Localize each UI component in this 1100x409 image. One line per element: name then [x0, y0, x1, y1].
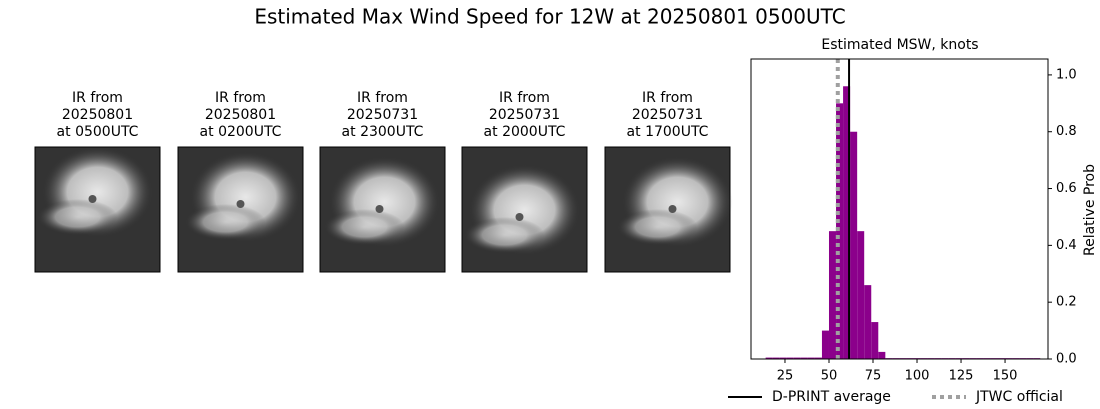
bar	[864, 285, 872, 359]
bar	[821, 330, 829, 359]
bar	[786, 357, 794, 359]
image-caption: 20250801	[205, 107, 276, 123]
bar	[814, 357, 822, 359]
ir-image	[34, 146, 161, 273]
bar	[850, 131, 858, 359]
bar	[779, 357, 787, 359]
eye	[375, 205, 384, 213]
image-caption: IR from	[499, 90, 550, 106]
ir-image	[177, 146, 304, 273]
image-caption: at 2300UTC	[342, 124, 424, 140]
y-tick-label: 0.0	[1056, 352, 1077, 367]
cloud	[185, 204, 266, 240]
cloud	[617, 209, 698, 245]
y-axis-label: Relative Prob	[1082, 164, 1098, 256]
bar	[843, 86, 851, 359]
x-tick-label: 125	[949, 369, 974, 384]
image-caption: 20250731	[489, 107, 560, 123]
image-caption: at 0500UTC	[57, 124, 139, 140]
bar	[793, 357, 801, 359]
eye	[236, 200, 245, 208]
eye	[88, 195, 97, 203]
bar	[871, 322, 879, 359]
image-caption: at 2000UTC	[484, 124, 566, 140]
image-caption: 20250731	[347, 107, 418, 123]
x-tick-label: 150	[993, 369, 1018, 384]
y-tick-label: 0.4	[1056, 238, 1077, 253]
bar	[800, 357, 808, 359]
cloud	[324, 209, 405, 245]
image-caption: at 1700UTC	[627, 124, 709, 140]
image-caption: 20250731	[632, 107, 703, 123]
eye	[668, 205, 677, 213]
image-caption: at 0200UTC	[200, 124, 282, 140]
legend-label: JTWC official	[975, 389, 1063, 405]
ir-image	[604, 146, 733, 273]
y-tick-label: 0.2	[1056, 295, 1077, 310]
cloud	[464, 217, 545, 253]
image-caption: 20250801	[62, 107, 133, 123]
y-tick-label: 0.8	[1056, 124, 1077, 139]
ir-image	[319, 146, 446, 273]
bar	[765, 357, 773, 359]
image-caption: IR from	[72, 90, 123, 106]
image-caption: IR from	[357, 90, 408, 106]
figure-title: Estimated Max Wind Speed for 12W at 2025…	[254, 5, 845, 29]
y-tick-label: 0.6	[1056, 181, 1077, 196]
y-tick-label: 1.0	[1056, 67, 1077, 82]
cloud	[37, 199, 118, 235]
image-caption: IR from	[642, 90, 693, 106]
legend-label: D-PRINT average	[772, 389, 891, 405]
chart-title: Estimated MSW, knots	[821, 37, 978, 53]
x-tick-label: 75	[865, 369, 882, 384]
bar	[807, 357, 815, 359]
image-caption: IR from	[215, 90, 266, 106]
x-tick-label: 25	[777, 369, 794, 384]
bar	[836, 103, 844, 360]
bar	[878, 351, 886, 359]
x-tick-label: 50	[821, 369, 838, 384]
bar	[772, 357, 780, 359]
x-tick-label: 100	[905, 369, 930, 384]
bar	[828, 231, 837, 359]
ir-image	[461, 146, 588, 273]
eye	[515, 213, 524, 221]
plot-frame	[750, 58, 1049, 360]
bar	[857, 231, 865, 359]
